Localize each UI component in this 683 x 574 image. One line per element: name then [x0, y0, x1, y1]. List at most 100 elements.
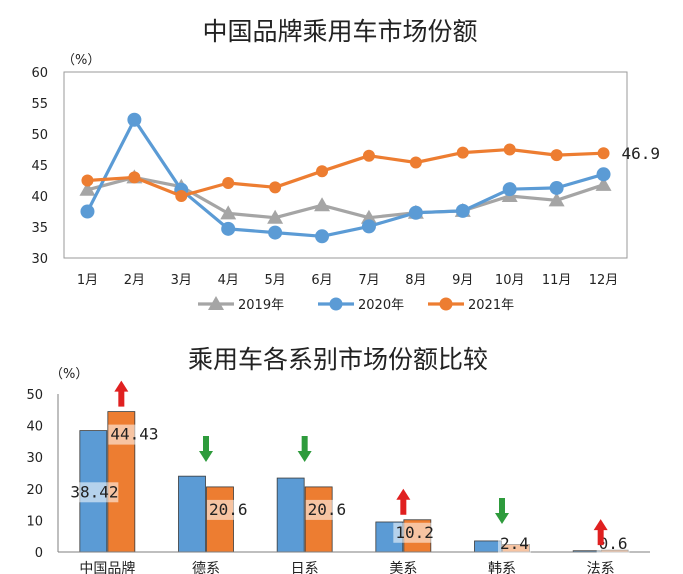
bar-chart: 0 10 20 30 40 50 中国品牌 德系 日系 美系 韩系 法系 38.42 44.43 20.6 2… — [26, 380, 650, 574]
x-tick-label: 10月 — [495, 273, 525, 288]
series-point-2020年 — [596, 167, 611, 182]
bar-data-label: 38.42 — [70, 482, 118, 501]
bar-chart-unit: （%） — [50, 367, 88, 382]
x-tick-label: 3月 — [171, 273, 192, 288]
x-tick-label: 8月 — [405, 273, 426, 288]
x-tick-label: 4月 — [218, 273, 239, 288]
y-tick-label: 35 — [31, 221, 48, 236]
line-chart-title: 中国品牌乘用车市场份额 — [202, 17, 477, 46]
series-point-2020年 — [315, 229, 330, 244]
series-point-2021年 — [175, 190, 188, 202]
trend-down-arrow — [203, 436, 209, 452]
y-tick-label: 55 — [31, 97, 48, 112]
x-tick-label: 5月 — [264, 273, 285, 288]
series-line-2019年 — [87, 175, 605, 220]
x-tick-label: 6月 — [311, 273, 332, 288]
trend-up-arrow — [597, 529, 604, 546]
x-tick-label: 7月 — [358, 273, 379, 288]
trend-down-arrow-head — [495, 513, 509, 524]
series-point-2020年 — [408, 205, 423, 220]
y-tick-label: 0 — [35, 546, 43, 561]
trend-down-arrow-head — [297, 451, 312, 462]
series-point-2021年 — [316, 165, 329, 178]
series-point-2021年 — [597, 147, 610, 160]
trend-up-arrow-head — [396, 488, 411, 500]
x-category-label: 德系 — [192, 561, 220, 574]
y-tick-label: 30 — [31, 252, 48, 267]
series-point-2021年 — [409, 156, 422, 169]
y-tick-label: 10 — [26, 514, 43, 529]
bar-data-label: 20.6 — [308, 500, 347, 519]
x-category-label: 法系 — [587, 561, 615, 574]
y-tick-label: 20 — [26, 483, 43, 498]
bar-chart-title: 乘用车各系别市场份额比较 — [188, 345, 488, 374]
label-bg — [207, 499, 250, 520]
bar-data-label: 10.2 — [395, 523, 434, 542]
legend-label: 2021年 — [468, 298, 514, 313]
label-bg — [498, 534, 531, 554]
series-point-2020年 — [221, 221, 236, 236]
x-tick-label: 12月 — [589, 273, 619, 288]
series-point-2019年 — [360, 209, 377, 224]
y-tick-label: 50 — [26, 388, 43, 403]
y-tick-label: 60 — [31, 66, 48, 81]
trend-up-arrow-head — [593, 519, 608, 531]
series-point-2020年 — [80, 204, 95, 219]
trend-down-arrow-head — [199, 451, 213, 462]
label-bg — [108, 424, 161, 445]
line-chart-unit: （%） — [62, 53, 100, 68]
series-point-2020年 — [361, 219, 376, 234]
x-category-label: 美系 — [389, 561, 417, 574]
series-point-2021年 — [456, 146, 469, 159]
label-bg — [305, 499, 349, 520]
series-point-2020年 — [502, 182, 517, 197]
series-line-2020年 — [86, 118, 604, 238]
label-bg — [596, 534, 630, 554]
label-bg — [393, 522, 436, 543]
series-point-2021年 — [362, 149, 375, 162]
trend-up-arrow — [118, 390, 125, 407]
bar-德系-0 — [178, 475, 206, 553]
bar-日系-0 — [276, 477, 305, 553]
legend-label: 2020年 — [358, 298, 404, 313]
series-point-2021年 — [222, 176, 235, 189]
series-point-2021年 — [269, 181, 282, 194]
series-point-2019年 — [220, 205, 237, 220]
y-tick-label: 40 — [26, 420, 43, 435]
bar-data-label: 44.43 — [110, 425, 158, 444]
series-point-2019年 — [314, 197, 331, 212]
series-point-2019年 — [595, 176, 612, 191]
y-tick-label: 30 — [26, 451, 43, 466]
series-point-2020年 — [127, 112, 142, 127]
trend-up-arrow-head — [114, 380, 129, 392]
y-tick-label: 45 — [31, 159, 48, 174]
x-tick-label: 2月 — [124, 273, 145, 288]
series-point-2019年 — [79, 181, 96, 196]
y-tick-label: 50 — [31, 128, 48, 143]
series-point-2019年 — [548, 192, 565, 207]
trend-down-arrow — [301, 436, 308, 452]
series-point-2021年 — [550, 149, 563, 162]
legend-marker-2020年 — [329, 297, 343, 311]
bar-韩系-0 — [474, 540, 502, 553]
series-point-2020年 — [268, 225, 283, 240]
x-tick-label: 1月 — [77, 273, 98, 288]
series-point-2021年 — [128, 171, 141, 184]
series-point-2021年 — [81, 174, 94, 187]
x-tick-label: 11月 — [542, 273, 572, 288]
series-point-2020年 — [549, 180, 564, 195]
bar-data-label: 2.4 — [500, 534, 529, 553]
y-tick-label: 40 — [31, 190, 48, 205]
legend-marker-2021年 — [439, 297, 453, 311]
bar-data-label: 20.6 — [209, 500, 248, 519]
line-plot-frame — [63, 71, 628, 259]
x-tick-label: 9月 — [452, 273, 473, 288]
line-data-label: 46.9 — [622, 144, 661, 163]
bar-data-label: 0.6 — [599, 534, 628, 553]
legend-label: 2019年 — [238, 298, 284, 313]
x-category-label: 韩系 — [488, 561, 516, 574]
series-point-2021年 — [503, 143, 516, 156]
legend-marker-2019年 — [208, 296, 224, 310]
x-category-label: 日系 — [291, 561, 319, 574]
